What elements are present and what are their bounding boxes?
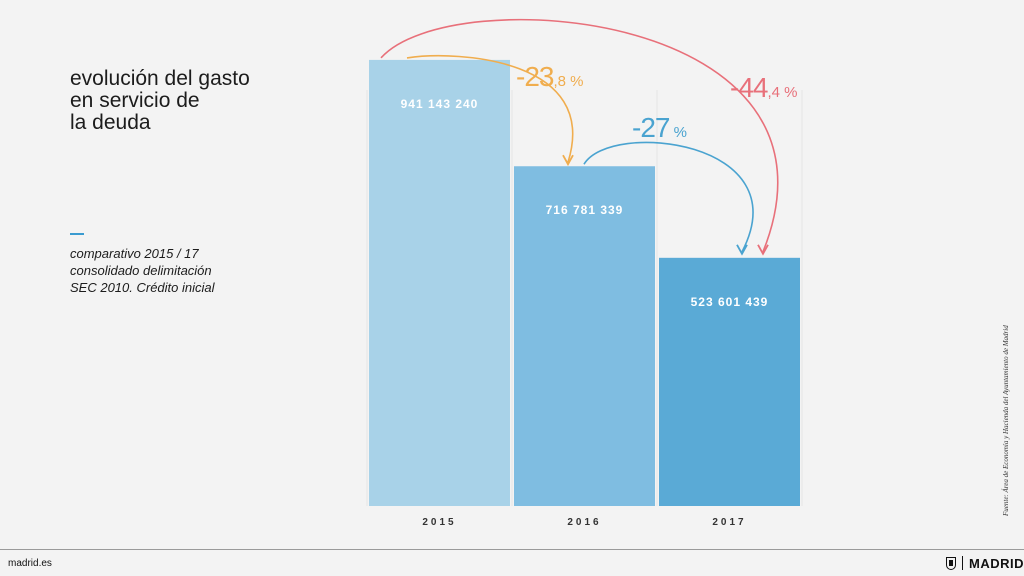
bar-2016	[514, 166, 655, 506]
value-label-2017: 523 601 439	[691, 295, 769, 309]
x-tick-2016: 2016	[567, 517, 601, 528]
subtitle: comparativo 2015 / 17 consolidado delimi…	[70, 245, 215, 296]
subtitle-line-3: SEC 2010. Crédito inicial	[70, 280, 215, 295]
subtitle-line-2: consolidado delimitación	[70, 263, 212, 278]
title-line-1: evolución del gasto	[70, 67, 250, 90]
arrowhead-icon	[757, 244, 769, 256]
bar-2017	[659, 257, 800, 506]
bar-2015	[369, 59, 510, 507]
subtitle-line-1: comparativo 2015 / 17	[70, 246, 199, 261]
title-line-3: la deuda	[70, 111, 151, 134]
value-label-2016: 716 781 339	[546, 203, 624, 217]
madrid-logo[interactable]: MADRID	[946, 555, 1024, 571]
logo-separator	[962, 556, 963, 570]
arrowhead-icon	[736, 244, 748, 256]
change-label-2015-2016: -23,8 %	[516, 61, 583, 92]
title-line-2: en servicio de	[70, 89, 200, 112]
footer-site-link[interactable]: madrid.es	[8, 558, 52, 569]
source-note: Fuente: Área de Economía y Hacienda del …	[1002, 325, 1010, 516]
change-label-2016-2017: -27 %	[632, 112, 687, 143]
footer-divider	[0, 549, 1024, 550]
change-label-2015-2017: -44,4 %	[730, 72, 797, 103]
change-arrow-2015-2016	[406, 54, 574, 163]
madrid-crest-icon	[946, 556, 956, 570]
change-arrow-2015-2017	[380, 18, 779, 253]
x-tick-2017: 2017	[712, 517, 746, 528]
value-label-2015: 941 143 240	[401, 97, 479, 111]
change-arrow-2016-2017	[583, 141, 754, 253]
x-tick-2015: 2015	[422, 517, 456, 528]
page-title: evolución del gasto en servicio de la de…	[70, 68, 250, 134]
arrowhead-icon	[562, 154, 574, 167]
accent-dash	[70, 233, 84, 235]
logo-text: MADRID	[969, 555, 1024, 571]
